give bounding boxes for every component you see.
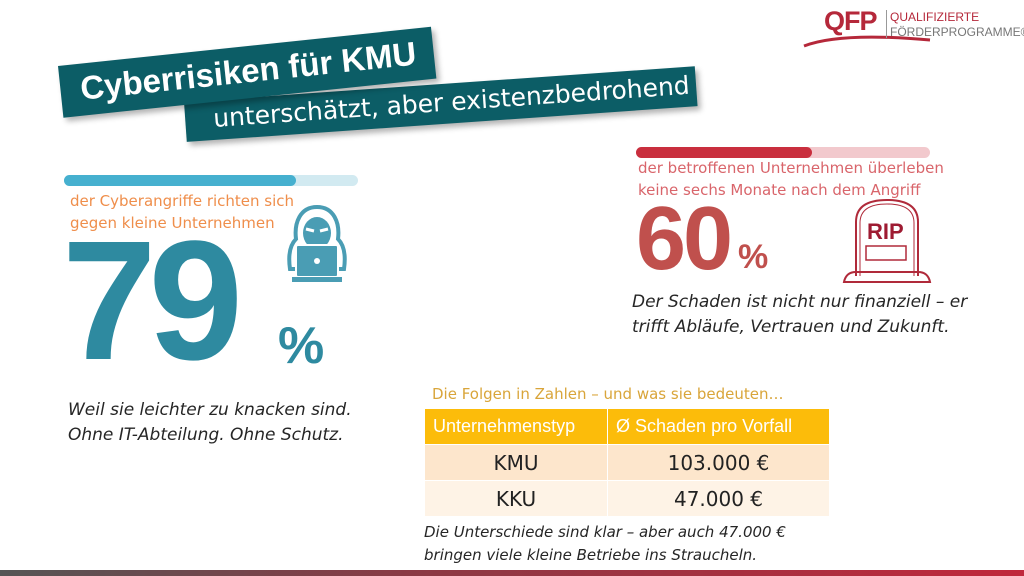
tombstone-icon: RIP	[842, 198, 932, 286]
right-caption-line2: keine sechs Monate nach dem Angriff	[638, 181, 921, 199]
table-cell: KMU	[424, 444, 608, 481]
right-number: 60	[636, 189, 733, 289]
left-note-line1: Weil sie leichter zu knacken sind.	[68, 400, 352, 420]
logo-mark: QFP	[824, 6, 878, 36]
left-caption: der Cyberangriffe richten sich gegen kle…	[70, 192, 295, 232]
table-row: KKU 47.000 €	[424, 480, 830, 517]
table-row: KMU 103.000 €	[424, 444, 830, 481]
left-note-line2: Ohne IT-Abteilung. Ohne Schutz.	[68, 425, 344, 445]
right-percent: %	[738, 238, 769, 276]
right-caption-line1: der betroffenen Unternehmen überleben	[638, 159, 944, 177]
progress-fill-right	[636, 147, 813, 158]
table-cell: 103.000 €	[607, 444, 830, 481]
damage-table: Unternehmenstyp Ø Schaden pro Vorfall KM…	[424, 408, 830, 517]
progress-track-right	[636, 147, 930, 158]
table-header-row: Unternehmenstyp Ø Schaden pro Vorfall	[424, 408, 830, 445]
table-cell: KKU	[424, 480, 608, 517]
left-number: 79	[62, 206, 243, 396]
right-note-line1: Der Schaden ist nicht nur finanziell – e…	[632, 292, 968, 312]
table-header: Unternehmenstyp	[424, 408, 608, 445]
table-title: Die Folgen in Zahlen – und was sie bedeu…	[432, 385, 784, 403]
logo: QFP QUALIFIZIERTE FÖRDERPROGRAMME®	[800, 6, 1024, 50]
table-header: Ø Schaden pro Vorfall	[607, 408, 830, 445]
hacker-laptop-icon	[287, 205, 347, 282]
table-note-line1: Die Unterschiede sind klar – aber auch 4…	[424, 523, 786, 541]
table-cell: 47.000 €	[607, 480, 830, 517]
logo-swoosh	[803, 35, 931, 48]
right-note-line2: trifft Abläufe, Vertrauen und Zukunft.	[632, 317, 950, 337]
left-percent: %	[278, 317, 325, 375]
logo-line2: FÖRDERPROGRAMME®	[890, 25, 1024, 39]
table-note-line2: bringen viele kleine Betriebe ins Strauc…	[424, 546, 758, 564]
progress-track-left	[64, 175, 358, 186]
logo-line1: QUALIFIZIERTE	[890, 10, 980, 24]
footer-bar	[0, 570, 1024, 576]
progress-fill-left	[64, 175, 297, 186]
tombstone-text: RIP	[867, 219, 904, 244]
logo-divider	[886, 10, 887, 38]
